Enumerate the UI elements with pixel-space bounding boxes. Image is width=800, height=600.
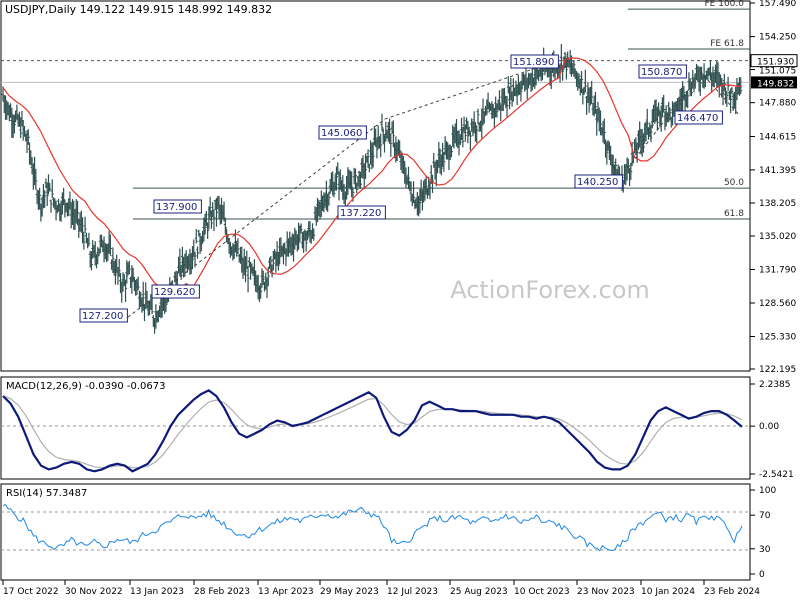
y-tick-label: 138.205 [759, 199, 796, 209]
x-tick-label: 23 Nov 2023 [577, 587, 635, 597]
price-annotation-box [79, 308, 128, 323]
level-label: FE 61.8 [710, 39, 744, 49]
x-tick-label: 10 Oct 2023 [514, 587, 570, 597]
price-annotation: 137.220 [340, 208, 381, 219]
y-tick-label: 131.790 [759, 266, 796, 276]
x-tick-label: 23 Feb 2024 [704, 587, 760, 597]
x-tick-label: 25 Aug 2023 [450, 587, 508, 597]
price-annotation: 137.900 [156, 202, 197, 213]
price-annotation-box [318, 125, 367, 140]
x-tick-label: 30 Nov 2022 [65, 587, 123, 597]
price-annotation: 129.620 [154, 287, 195, 298]
rsi-title: RSI(14) 57.3487 [6, 488, 87, 499]
y-tick-label: 135.020 [759, 232, 796, 242]
trend-line [699, 71, 741, 117]
price-annotation: 145.060 [321, 128, 362, 139]
price-annotation: 127.200 [82, 311, 123, 322]
level-label: 50.0 [724, 178, 744, 188]
symbol-header: USDJPY,Daily 149.122 149.915 148.992 149… [5, 3, 272, 16]
y-tick-label: 151.075 [759, 67, 796, 77]
y-tick-label: 141.395 [759, 166, 796, 176]
price-annotation-box [337, 205, 386, 220]
price-annotation-box [574, 174, 623, 189]
y-tick-label: 122.195 [759, 365, 796, 375]
price-annotation: 146.470 [677, 113, 718, 124]
trend-line [127, 118, 386, 318]
x-tick-label: 29 May 2023 [320, 587, 379, 597]
macd-tick-label: 2.2385 [759, 380, 791, 390]
axis-hline-label: 151.930 [757, 58, 794, 68]
x-tick-label: 10 Jan 2024 [641, 587, 695, 597]
moving-average-line [2, 57, 743, 292]
x-tick-label: 17 Oct 2022 [3, 587, 59, 597]
y-tick-label: 157.490 [759, 0, 796, 9]
price-annotation: 150.870 [641, 67, 682, 78]
y-tick-label: 147.880 [759, 99, 796, 109]
rsi-tick-label: 0 [759, 570, 765, 580]
y-tick-label: 128.560 [759, 299, 796, 309]
x-tick-label: 28 Feb 2023 [194, 587, 250, 597]
price-annotation-box [151, 284, 200, 299]
macd-tick-label: 0.00 [759, 422, 779, 432]
price-annotation: 140.250 [577, 177, 618, 188]
axis-hline-box [750, 54, 798, 68]
x-tick-label: 12 Jul 2023 [387, 587, 438, 597]
rsi-tick-label: 30 [759, 545, 771, 555]
rsi-panel: RSI(14) 57.3487 100 70 30 0 [0, 483, 776, 581]
watermark: ActionForex.com [450, 276, 650, 304]
price-panel-frame [0, 0, 751, 372]
macd-line [2, 389, 743, 473]
price-annotation-box [638, 64, 687, 79]
price-annotation-box [510, 54, 559, 69]
x-tick-label: 13 Jan 2023 [130, 587, 184, 597]
axis-current-price-box [751, 76, 797, 89]
rsi-line [2, 503, 743, 552]
trend-line [627, 87, 691, 169]
x-tick-label: 13 Apr 2023 [258, 587, 314, 597]
y-tick-label: 125.330 [759, 332, 796, 342]
macd-title: MACD(12,26,9) -0.0390 -0.0673 [6, 381, 166, 392]
rsi-tick-label: 100 [759, 486, 776, 496]
y-tick-label: 144.615 [759, 133, 796, 143]
macd-panel: MACD(12,26,9) -0.0390 -0.0673 2.2385 0.00… [0, 376, 794, 480]
trend-line [384, 59, 561, 120]
price-annotation-box [153, 199, 202, 214]
axis-current-price: 149.832 [757, 79, 794, 89]
rsi-panel-frame [0, 483, 751, 581]
price-annotation: 151.890 [513, 57, 554, 68]
macd-tick-label: -2.5421 [759, 470, 794, 480]
price-panel: FE 100.0 FE 61.8 50.0 61.8 127.200 129.620 13… [0, 0, 751, 372]
price-annotation-box [674, 110, 723, 125]
level-label: FE 100.0 [705, 0, 745, 9]
rsi-tick-label: 70 [759, 511, 771, 521]
y-tick-label: 154.250 [759, 33, 796, 43]
level-label: 61.8 [724, 209, 744, 219]
macd-panel-frame [0, 376, 751, 480]
